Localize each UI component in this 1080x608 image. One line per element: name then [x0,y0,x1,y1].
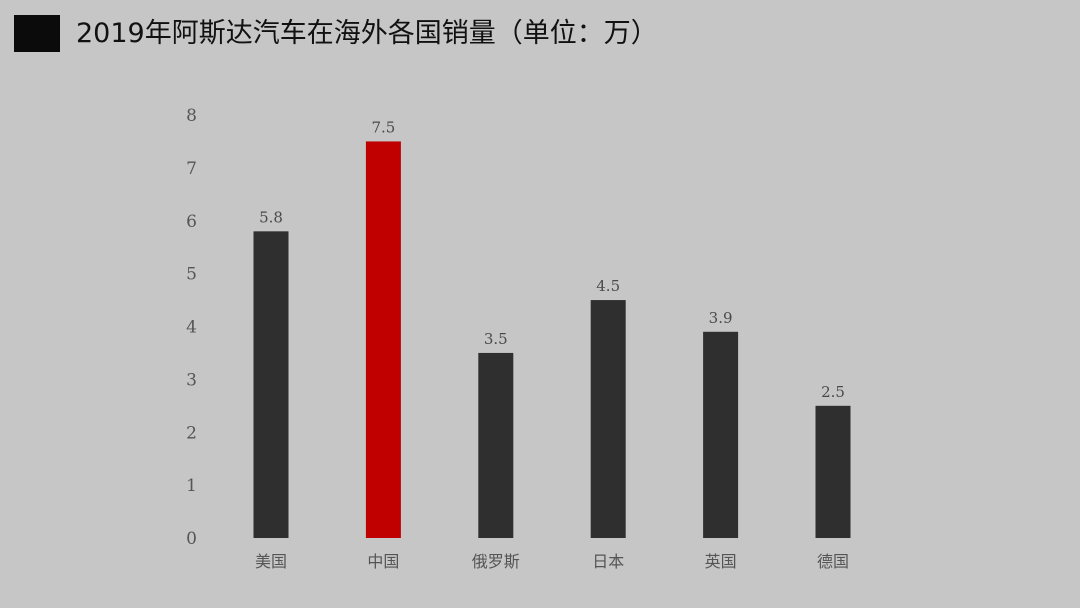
bar [253,231,289,538]
chart-title: 2019年阿斯达汽车在海外各国销量（单位：万） [76,18,658,49]
bar-value-label: 4.5 [596,277,620,295]
x-category-label: 中国 [367,552,399,571]
y-tick-label: 1 [186,476,197,496]
y-tick-label: 5 [186,265,197,285]
x-category-label: 俄罗斯 [472,552,520,571]
bar-value-label: 7.5 [371,118,395,136]
y-tick-label: 8 [186,106,197,126]
bar [703,331,739,538]
x-category-label: 德国 [817,552,849,571]
y-tick-label: 7 [186,159,197,179]
y-tick-label: 2 [186,423,197,443]
bar [478,352,514,538]
title-marker-block [14,15,60,52]
y-tick-label: 3 [186,370,197,390]
bar [365,141,401,538]
x-category-label: 日本 [592,552,624,571]
y-tick-label: 4 [186,318,197,338]
bar-value-label: 3.9 [709,309,733,327]
y-tick-label: 6 [186,212,197,232]
x-category-label: 美国 [255,552,287,571]
y-tick-label: 0 [186,529,197,549]
bar-value-label: 5.8 [259,208,283,226]
bar [815,405,851,538]
bar-value-label: 3.5 [484,330,508,348]
bar [590,300,626,538]
bar-value-label: 2.5 [821,383,845,401]
x-category-label: 英国 [705,552,737,571]
